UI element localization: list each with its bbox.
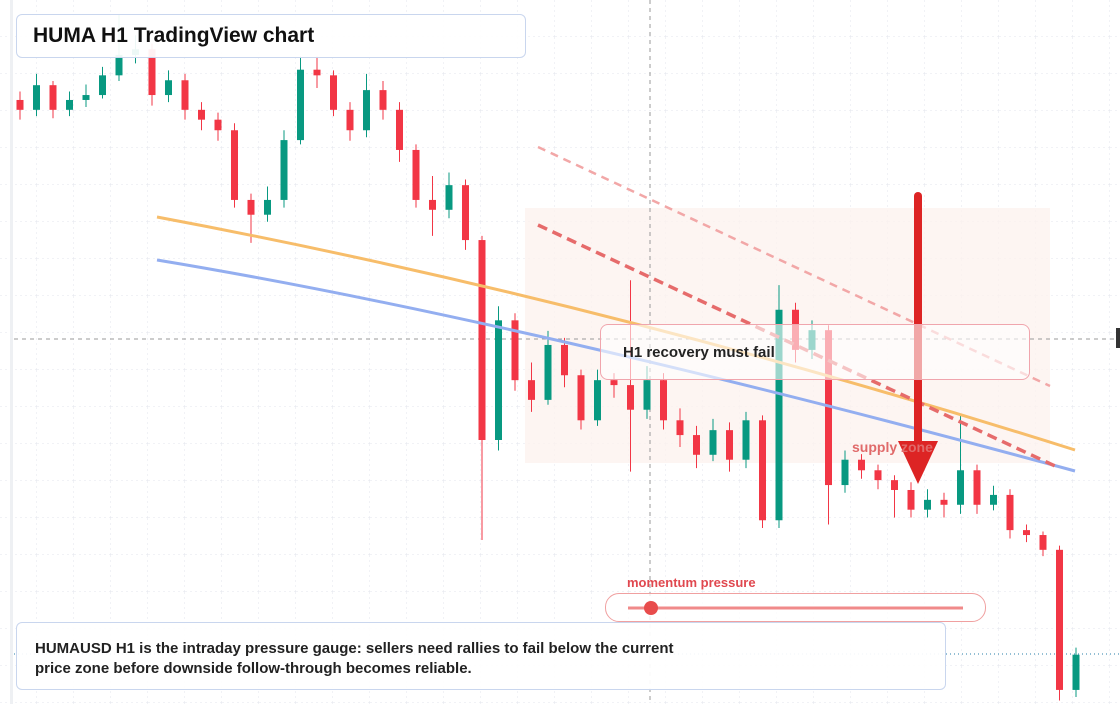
candle-body [709,430,717,455]
candle-body [643,380,651,410]
candle-body [297,69,304,141]
candle-body [214,119,222,131]
candle-body [462,185,469,241]
candle-body [313,69,321,76]
candle-body [264,199,271,215]
candle-body [445,185,453,210]
candle-body [412,149,420,200]
caption-line: HUMAUSD H1 is the intraday pressure gaug… [35,640,674,657]
title-box: HUMA H1 TradingView chart [16,14,526,58]
zone-label: supply zone [852,439,933,455]
candle-body [940,499,948,505]
candle-body [1056,549,1063,690]
candle-body [1039,535,1047,550]
candle-body [742,420,750,460]
price-tag [1116,328,1120,348]
candle-body [990,494,997,505]
candle-body [561,344,568,376]
arrow-head [898,441,938,484]
candle-body [924,499,931,510]
candle-body [825,330,832,486]
candle-body [495,320,502,440]
gauge-dot [644,601,658,615]
candle-body [511,320,519,381]
candle-body [594,380,601,421]
candle-body [528,380,535,400]
candle-body [16,99,24,110]
candle-body [907,489,915,510]
gauge [605,593,986,622]
candle-body [775,309,783,521]
candle-body [693,435,700,455]
candle-body [577,375,585,421]
candle-body [1006,494,1014,531]
candle-body [231,130,238,200]
candle-body [891,480,898,490]
candle-body [198,109,205,120]
candle-body [66,99,73,110]
caption-box: HUMAUSD H1 is the intraday pressure gaug… [16,622,946,690]
candle-body [379,90,387,110]
candle-body [610,380,618,386]
left-edge [10,0,13,704]
gauge-label: momentum pressure [627,575,756,590]
gauge-track [628,601,963,615]
candle-body [429,199,436,210]
candle-body [181,80,189,110]
candle-body [99,75,106,96]
orange-ma [156,215,1076,452]
candle-body [627,385,634,410]
candle-body [330,75,337,110]
candle-body [973,470,981,505]
candle-body [148,49,156,96]
candle-body [115,54,123,76]
candle-body [544,344,552,400]
candle-body [346,109,354,131]
candle-body [759,420,766,521]
candle-body [1023,530,1030,536]
upper-channel [537,145,1051,388]
candle-body [478,240,486,440]
candle-body [165,80,172,96]
candle-body [280,140,288,200]
note-box: H1 recovery must fail [600,324,1030,380]
candle-body [957,470,964,505]
candle-body [396,109,403,150]
candle-body [363,90,370,131]
candle-body [33,85,40,110]
candle-body [726,430,733,460]
caption-line: price zone before downside follow-throug… [35,660,472,677]
candle-body [660,380,667,421]
candle-body [247,199,255,215]
candle-body [82,95,90,100]
title: HUMA H1 TradingView chart [33,24,315,47]
note: H1 recovery must fail [623,343,775,361]
candle-body [49,85,57,110]
candle-body [874,470,882,481]
candle-body [676,420,684,436]
candle-body [858,459,865,471]
candle-body [1072,654,1080,690]
candle-body [841,459,849,486]
